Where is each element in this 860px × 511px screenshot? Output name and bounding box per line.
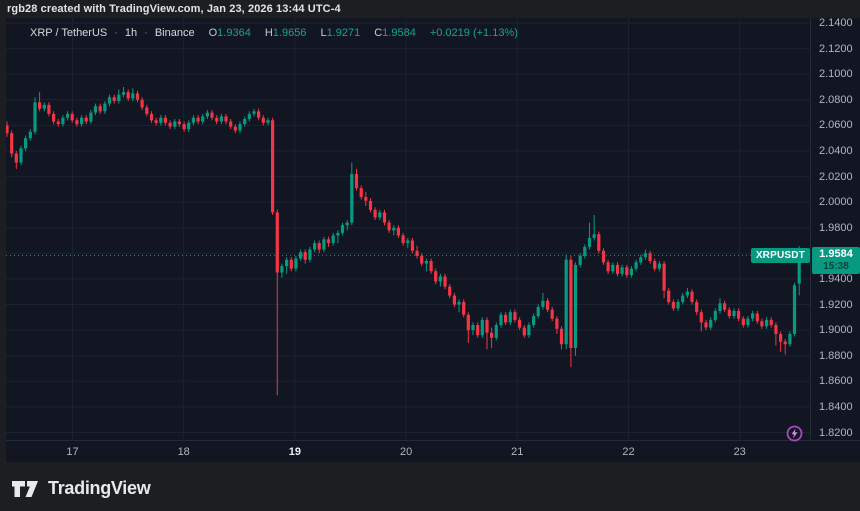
price-scale[interactable]: 2.1400 2.1200 2.1000 2.0800 2.0600 2.0400 2.02… xyxy=(810,17,860,440)
last-price-value: 1.9584 xyxy=(819,247,853,260)
price-tick-label: 1.9800 xyxy=(819,221,853,234)
price-tick-label: 1.8600 xyxy=(819,375,853,388)
time-tick-label: 22 xyxy=(622,446,635,458)
price-tick-label: 1.9400 xyxy=(819,272,853,285)
change-label: +0.0219 (+1.13%) xyxy=(429,27,518,39)
price-tick-label: 2.1000 xyxy=(819,68,853,81)
price-tick-label: 2.0600 xyxy=(819,119,853,132)
attribution-text: rgb28 created with TradingView.com, Jan … xyxy=(7,3,341,15)
tradingview-logo-icon xyxy=(12,480,38,497)
ohlc-close: C1.9584 xyxy=(374,27,416,39)
time-scale[interactable]: 17 18 19 20 21 22 23 xyxy=(6,440,860,463)
price-tick-label: 2.1400 xyxy=(819,17,853,29)
price-tick-label: 1.8400 xyxy=(819,400,853,413)
legend-separator: · xyxy=(114,27,118,39)
tradingview-logo[interactable]: TradingView xyxy=(11,478,151,499)
time-tick-label: 21 xyxy=(511,446,524,458)
price-tick-label: 2.1200 xyxy=(819,42,853,55)
price-tick-label: 2.0800 xyxy=(819,93,853,106)
price-tick-label: 1.8200 xyxy=(819,426,853,439)
ohlc-open: O1.9364 xyxy=(208,27,251,39)
legend-separator: · xyxy=(144,27,148,39)
flash-icon[interactable] xyxy=(786,425,803,442)
chart-legend: XRP / TetherUS · 1h · Binance O1.9364 H1… xyxy=(30,26,518,40)
time-tick-label: 23 xyxy=(733,446,746,458)
symbol-price-flag: XRPUSDT xyxy=(750,247,810,263)
price-tick-label: 2.0400 xyxy=(819,145,853,157)
bar-countdown: 15:38 xyxy=(823,260,849,272)
symbol-title[interactable]: XRP / TetherUS xyxy=(30,27,108,39)
price-tick-label: 2.0000 xyxy=(819,196,853,209)
price-tick-label: 1.9200 xyxy=(819,298,853,311)
interval-label[interactable]: 1h xyxy=(124,27,138,39)
ohlc-high: H1.9656 xyxy=(264,27,307,39)
chart-panel: XRP / TetherUS · 1h · Binance O1.9364 H1… xyxy=(6,17,860,463)
candlestick-chart-canvas[interactable] xyxy=(6,18,860,462)
price-tick-label: 2.0200 xyxy=(819,170,853,183)
flash-icon-svg xyxy=(786,425,803,442)
price-tick-label: 1.9000 xyxy=(819,324,853,337)
time-tick-label: 19 xyxy=(288,446,302,458)
ohlc-low: L1.9271 xyxy=(320,27,361,39)
price-tick-label: 1.8800 xyxy=(819,349,853,362)
tradingview-logo-text: TradingView xyxy=(48,478,151,498)
last-price-label: 1.9584 15:38 xyxy=(812,246,860,274)
time-tick-label: 17 xyxy=(66,446,79,458)
time-tick-label: 20 xyxy=(399,446,413,458)
time-tick-label: 18 xyxy=(177,446,190,458)
exchange-label: Binance xyxy=(154,27,195,39)
